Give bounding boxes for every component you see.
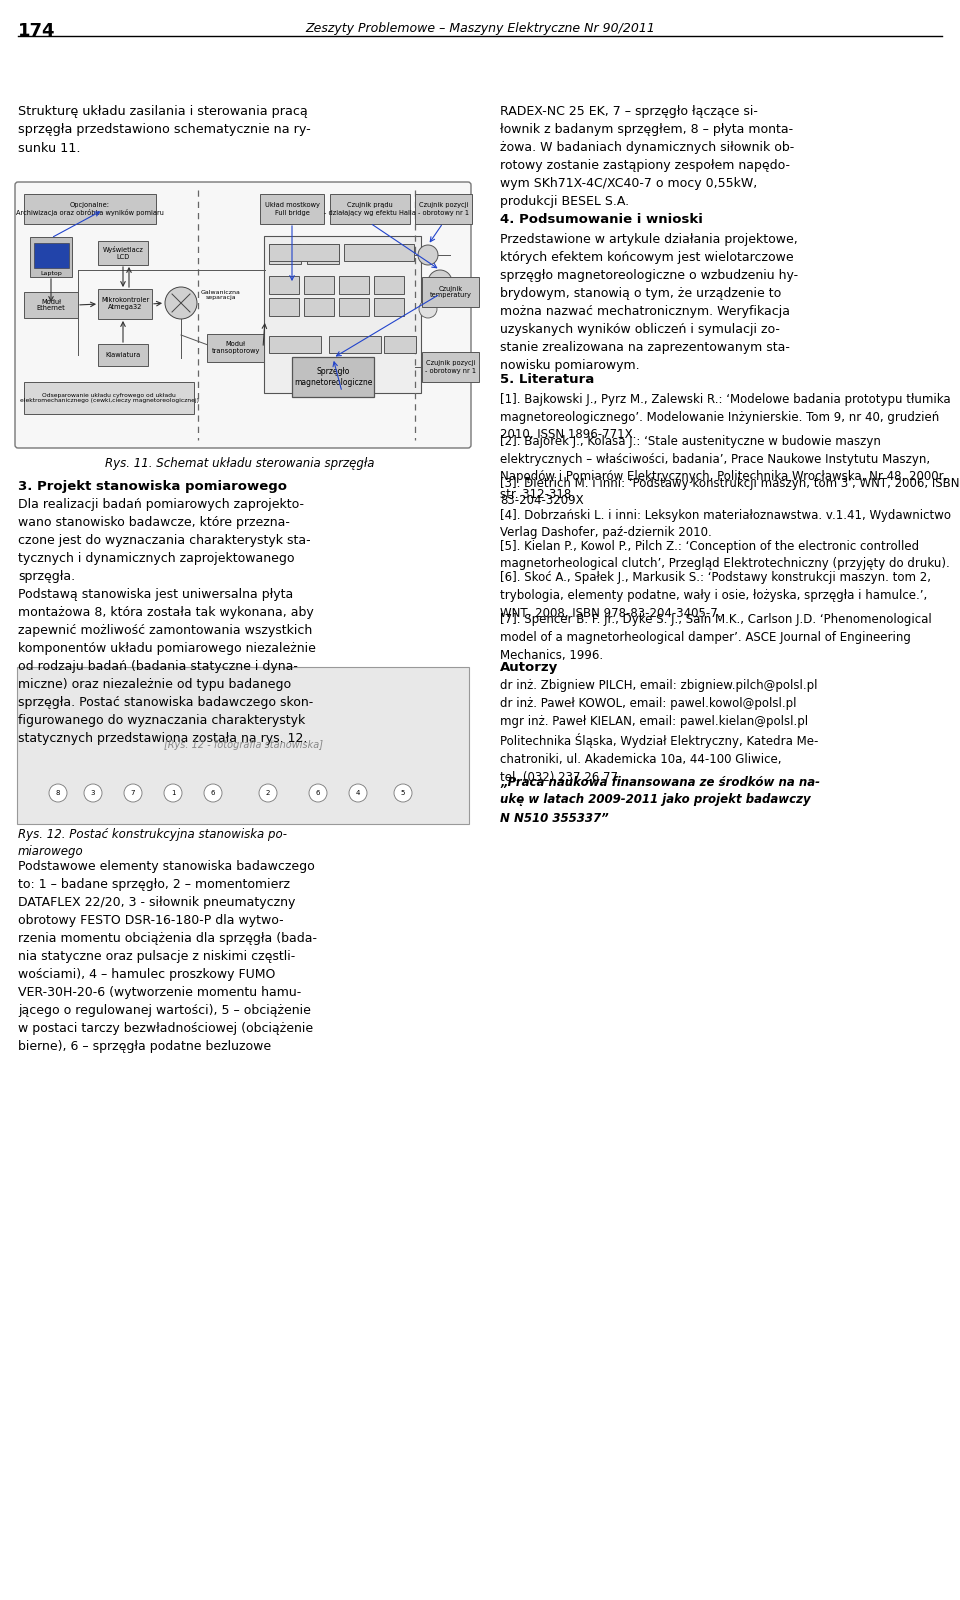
FancyBboxPatch shape xyxy=(384,336,416,354)
Text: 7: 7 xyxy=(131,790,135,795)
FancyBboxPatch shape xyxy=(415,194,472,224)
FancyBboxPatch shape xyxy=(422,277,479,307)
Circle shape xyxy=(259,784,277,802)
Text: Moduł
Ethernet: Moduł Ethernet xyxy=(36,299,65,312)
Circle shape xyxy=(84,784,102,802)
FancyBboxPatch shape xyxy=(374,298,404,317)
Text: 2: 2 xyxy=(266,790,270,795)
FancyBboxPatch shape xyxy=(304,298,334,317)
Text: 174: 174 xyxy=(18,22,56,40)
Text: 6: 6 xyxy=(211,790,215,795)
FancyBboxPatch shape xyxy=(339,275,369,294)
Text: 3: 3 xyxy=(91,790,95,795)
Text: 5: 5 xyxy=(401,790,405,795)
Text: Mikrokontroler
Atmega32: Mikrokontroler Atmega32 xyxy=(101,298,149,310)
Text: Rys. 11. Schemat układu sterowania sprzęgła: Rys. 11. Schemat układu sterowania sprzę… xyxy=(106,458,374,470)
Text: 4: 4 xyxy=(356,790,360,795)
Circle shape xyxy=(49,784,67,802)
FancyBboxPatch shape xyxy=(269,298,299,317)
FancyBboxPatch shape xyxy=(98,344,148,366)
FancyBboxPatch shape xyxy=(34,243,68,267)
Circle shape xyxy=(428,270,452,294)
Text: „Praca naukowa finansowana ze środków na na-
ukę w latach 2009-2011 jako projekt: „Praca naukowa finansowana ze środków na… xyxy=(500,776,820,824)
FancyBboxPatch shape xyxy=(15,182,471,448)
FancyBboxPatch shape xyxy=(339,298,369,317)
Text: [3]. Dietrich M. i inni: ‘Podstawy konstrukcji maszyn, tom 3’, WNT, 2006, ISBN 8: [3]. Dietrich M. i inni: ‘Podstawy konst… xyxy=(500,477,959,507)
Circle shape xyxy=(394,784,412,802)
Text: [2]. Bajorek J., Kolasa J.: ‘Stale austenityczne w budowie maszyn elektrycznych : [2]. Bajorek J., Kolasa J.: ‘Stale auste… xyxy=(500,435,948,501)
Text: Dla realizacji badań pomiarowych zaprojekto-
wano stanowisko badawcze, które prz: Dla realizacji badań pomiarowych zaproje… xyxy=(18,498,316,746)
FancyBboxPatch shape xyxy=(330,194,410,224)
Text: Zeszyty Problemowe – Maszyny Elektryczne Nr 90/2011: Zeszyty Problemowe – Maszyny Elektryczne… xyxy=(305,22,655,35)
FancyBboxPatch shape xyxy=(30,237,72,277)
Text: 1: 1 xyxy=(171,790,176,795)
Text: RADEX-NC 25 EK, 7 – sprzęgło łączące si-
łownik z badanym sprzęgłem, 8 – płyta m: RADEX-NC 25 EK, 7 – sprzęgło łączące si-… xyxy=(500,106,794,208)
Text: Układ mostkowy
Full bridge: Układ mostkowy Full bridge xyxy=(265,203,320,216)
FancyBboxPatch shape xyxy=(422,352,479,382)
Text: Czujnik pozycji
- obrotowy nr 1: Czujnik pozycji - obrotowy nr 1 xyxy=(418,203,469,216)
FancyBboxPatch shape xyxy=(207,334,264,362)
Text: dr inż. Zbigniew PILCH, email: zbigniew.pilch@polsl.pl
dr inż. Paweł KOWOL, emai: dr inż. Zbigniew PILCH, email: zbigniew.… xyxy=(500,678,818,784)
Text: Galwaniczna
separacja: Galwaniczna separacja xyxy=(201,290,241,301)
Circle shape xyxy=(419,301,437,318)
Circle shape xyxy=(164,784,182,802)
Circle shape xyxy=(309,784,327,802)
FancyBboxPatch shape xyxy=(98,290,152,318)
Text: Czujnik pozycji
- obrotowy nr 1: Czujnik pozycji - obrotowy nr 1 xyxy=(425,360,476,373)
Text: [7]. Spencer B. F. Jr., Dyke S. J., Sain M.K., Carlson J.D. ‘Phenomenological mo: [7]. Spencer B. F. Jr., Dyke S. J., Sain… xyxy=(500,613,932,661)
Circle shape xyxy=(418,245,438,266)
Text: Wyświetlacz
LCD: Wyświetlacz LCD xyxy=(103,246,143,259)
Circle shape xyxy=(124,784,142,802)
Text: Strukturę układu zasilania i sterowania pracą
sprzęgła przedstawiono schematyczn: Strukturę układu zasilania i sterowania … xyxy=(18,106,311,155)
Text: Sprzęgło
magnetoreologiczne: Sprzęgło magnetoreologiczne xyxy=(294,368,372,387)
Circle shape xyxy=(349,784,367,802)
Text: 6: 6 xyxy=(316,790,321,795)
FancyBboxPatch shape xyxy=(98,242,148,266)
FancyBboxPatch shape xyxy=(269,243,339,261)
Text: Klawiatura: Klawiatura xyxy=(106,352,140,358)
FancyBboxPatch shape xyxy=(374,275,404,294)
Text: Autorzy: Autorzy xyxy=(500,661,559,674)
FancyBboxPatch shape xyxy=(269,275,299,294)
Text: [4]. Dobrzański L. i inni: Leksykon materiałoznawstwa. v.1.41, Wydawnictwo Verla: [4]. Dobrzański L. i inni: Leksykon mate… xyxy=(500,509,951,539)
FancyBboxPatch shape xyxy=(269,336,321,354)
Text: [5]. Kielan P., Kowol P., Pilch Z.: ‘Conception of the electronic controlled mag: [5]. Kielan P., Kowol P., Pilch Z.: ‘Con… xyxy=(500,541,949,571)
Text: 3. Projekt stanowiska pomiarowego: 3. Projekt stanowiska pomiarowego xyxy=(18,480,287,493)
FancyBboxPatch shape xyxy=(344,243,414,261)
FancyBboxPatch shape xyxy=(292,357,374,397)
Text: Podstawowe elementy stanowiska badawczego
to: 1 – badane sprzęgło, 2 – momentomi: Podstawowe elementy stanowiska badawczeg… xyxy=(18,861,317,1053)
FancyBboxPatch shape xyxy=(24,291,78,318)
Circle shape xyxy=(204,784,222,802)
FancyBboxPatch shape xyxy=(17,667,469,824)
FancyBboxPatch shape xyxy=(264,235,421,394)
Text: Czujnik prądu
- działający wg efektu Halla: Czujnik prądu - działający wg efektu Hal… xyxy=(324,203,416,216)
Text: Rys. 12. Postać konstrukcyjna stanowiska po-
miarowego: Rys. 12. Postać konstrukcyjna stanowiska… xyxy=(18,829,287,859)
Text: [6]. Skoć A., Spałek J., Markusik S.: ‘Podstawy konstrukcji maszyn. tom 2, trybo: [6]. Skoć A., Spałek J., Markusik S.: ‘P… xyxy=(500,571,931,619)
FancyBboxPatch shape xyxy=(24,382,194,414)
Text: Odseparowanie układu cyfrowego od układu
elektromechanicznego (cewki,cieczy magn: Odseparowanie układu cyfrowego od układu… xyxy=(19,392,199,403)
Text: Przedstawione w artykule działania projektowe,
których efektem końcowym jest wie: Przedstawione w artykule działania proje… xyxy=(500,234,798,371)
FancyBboxPatch shape xyxy=(307,243,339,264)
Text: Czujnik
temperatury: Czujnik temperatury xyxy=(429,285,471,299)
Text: 4. Podsumowanie i wnioski: 4. Podsumowanie i wnioski xyxy=(500,213,703,226)
FancyBboxPatch shape xyxy=(269,243,301,264)
FancyBboxPatch shape xyxy=(260,194,324,224)
FancyBboxPatch shape xyxy=(24,194,156,224)
Text: [1]. Bajkowski J., Pyrz M., Zalewski R.: ‘Modelowe badania prototypu tłumika mag: [1]. Bajkowski J., Pyrz M., Zalewski R.:… xyxy=(500,394,950,442)
Text: Laptop: Laptop xyxy=(40,272,61,277)
FancyBboxPatch shape xyxy=(304,275,334,294)
Text: 5. Literatura: 5. Literatura xyxy=(500,373,594,386)
Text: Opcjonalne:
Archiwizacja oraz obróbka wyników pomiaru: Opcjonalne: Archiwizacja oraz obróbka wy… xyxy=(16,202,164,216)
Text: Moduł
transoptorowy: Moduł transoptorowy xyxy=(211,341,260,355)
Circle shape xyxy=(165,286,197,318)
Text: [Rys. 12 - fotografia stanowiska]: [Rys. 12 - fotografia stanowiska] xyxy=(163,741,323,750)
FancyBboxPatch shape xyxy=(329,336,381,354)
Text: 8: 8 xyxy=(56,790,60,795)
